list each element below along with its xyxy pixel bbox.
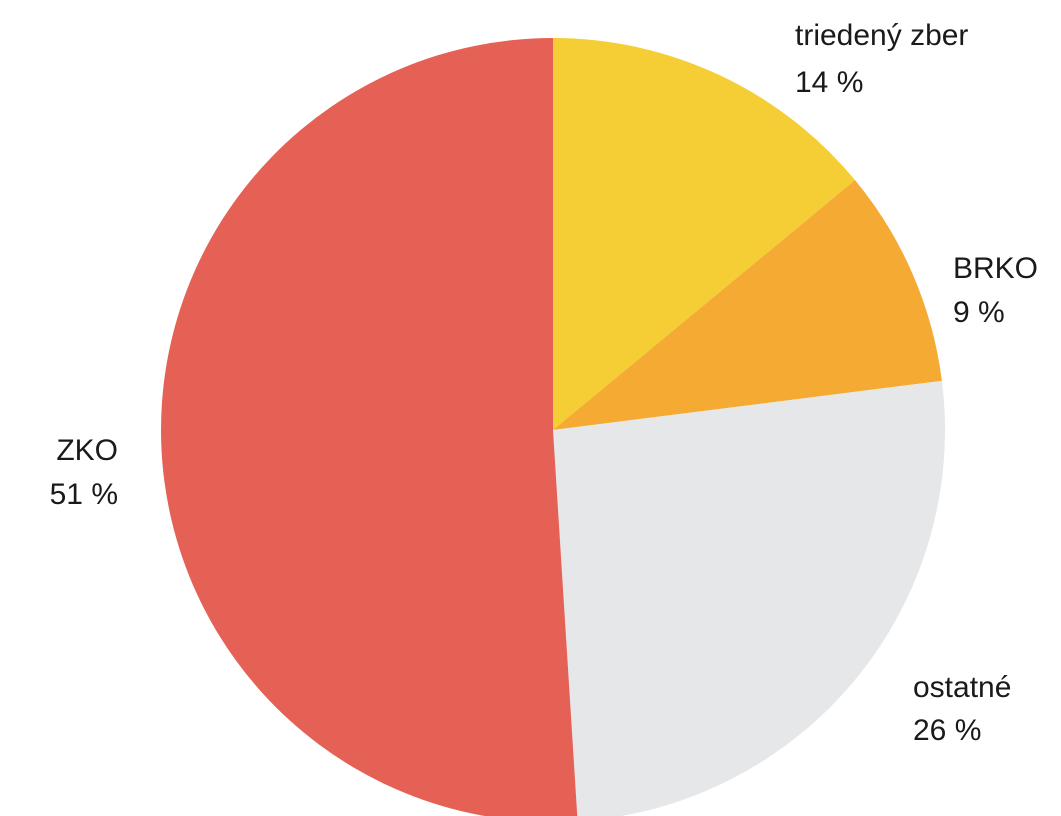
slice-label-brko: BRKO [953,252,1038,285]
slice-label-triedeny-zber: triedený zber [795,19,968,52]
pie-slice-ostatn- [553,380,946,816]
slice-value-zko: 51 % [50,478,118,511]
pie-slice-zko [161,38,578,816]
pie-slice-trieden-zber [553,38,856,430]
slice-value-triedeny-zber: 14 % [795,66,863,99]
slice-label-zko: ZKO [56,434,118,467]
slice-label-ostatne: ostatné [913,671,1011,704]
pie-slice-brko [553,180,942,430]
slice-value-ostatne: 26 % [913,714,981,747]
slice-value-brko: 9 % [953,296,1005,329]
pie-labels: triedený zber 14 % BRKO 9 % ostatné 26 %… [50,19,1038,747]
pie-slices [161,38,946,816]
